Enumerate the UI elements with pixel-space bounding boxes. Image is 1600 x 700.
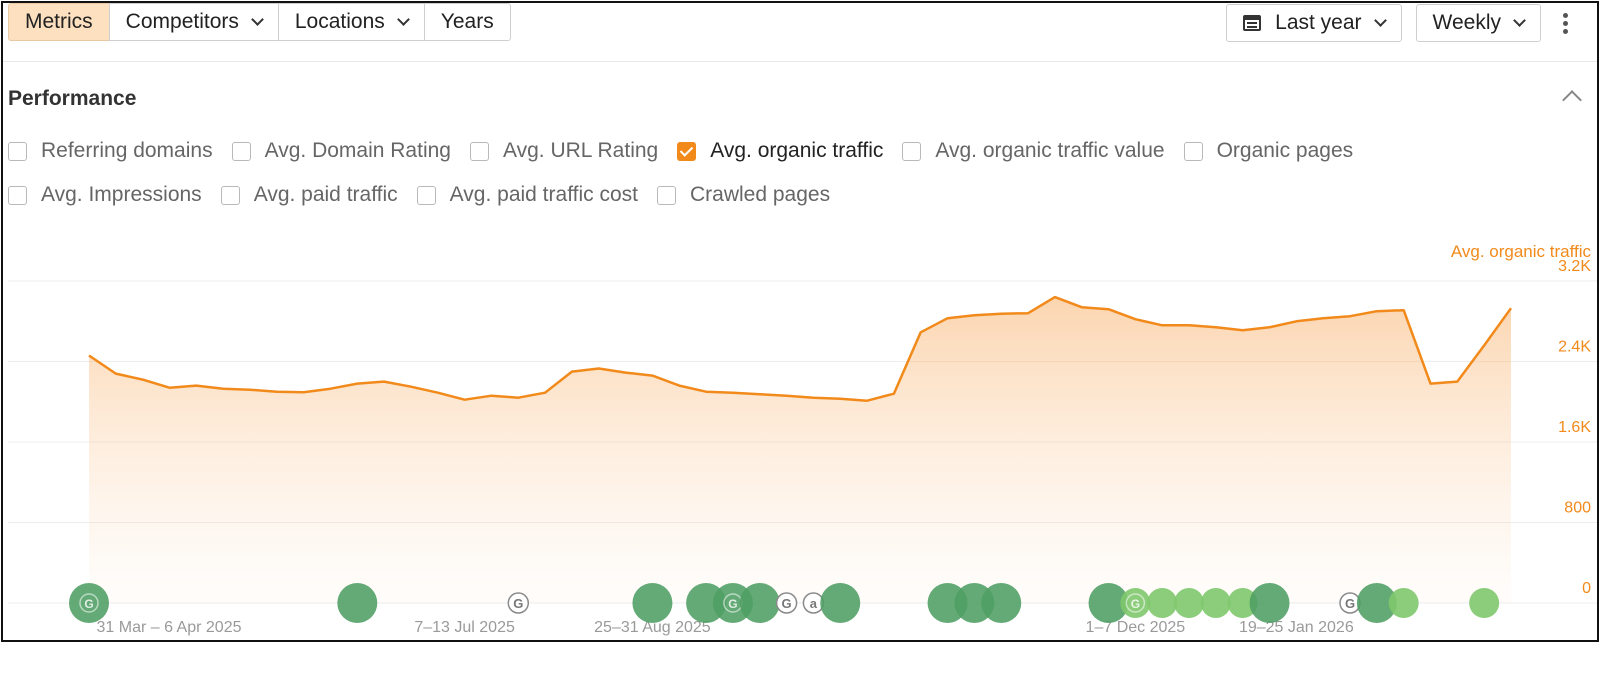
- checkbox[interactable]: [469, 141, 489, 161]
- marker-letter: G: [513, 596, 523, 611]
- metric-referring-domains[interactable]: Referring domains: [8, 139, 213, 163]
- metric-organic-pages[interactable]: Organic pages: [1183, 139, 1354, 163]
- metric-avg-organic-traffic-value[interactable]: Avg. organic traffic value: [902, 139, 1165, 163]
- metric-label: Avg. paid traffic cost: [449, 183, 638, 206]
- event-marker[interactable]: [739, 583, 780, 623]
- y-tick-label: 1.6K: [1558, 419, 1591, 436]
- checkbox[interactable]: [1183, 141, 1203, 161]
- checkbox[interactable]: [8, 185, 27, 205]
- metric-label: Avg. Domain Rating: [264, 139, 451, 162]
- event-marker[interactable]: [1388, 588, 1419, 618]
- y-tick-label: 0: [1582, 580, 1591, 597]
- date-range-label: Last year: [1275, 11, 1362, 34]
- event-marker[interactable]: [1469, 588, 1500, 618]
- metric-label: Avg. organic traffic value: [935, 139, 1165, 162]
- x-tick-label: 31 Mar – 6 Apr 2025: [97, 619, 242, 636]
- marker-letter: G: [1131, 597, 1140, 611]
- metric-label: Avg. URL Rating: [502, 139, 659, 162]
- tab-label: Competitors: [125, 10, 239, 33]
- tab-competitors[interactable]: Competitors: [108, 3, 279, 41]
- checkbox[interactable]: [220, 185, 240, 205]
- toolbar: Metrics Competitors Locations Years: [8, 3, 511, 43]
- event-marker[interactable]: G: [69, 583, 109, 623]
- event-marker[interactable]: [820, 583, 861, 623]
- metric-label: Referring domains: [41, 139, 213, 162]
- metrics-row-2: Avg. Impressions Avg. paid traffic Avg. …: [8, 183, 849, 207]
- x-tick-label: 25–31 Aug 2025: [594, 619, 711, 636]
- checkbox[interactable]: [657, 185, 676, 205]
- event-marker[interactable]: [1147, 588, 1178, 618]
- event-marker[interactable]: [1200, 588, 1231, 618]
- metric-label: Organic pages: [1216, 139, 1354, 162]
- metric-avg-url-rating[interactable]: Avg. URL Rating: [469, 139, 659, 163]
- metric-avg-paid-traffic[interactable]: Avg. paid traffic: [220, 183, 398, 207]
- checkbox-checked[interactable]: [677, 141, 697, 161]
- tab-label: Locations: [294, 10, 385, 33]
- metric-label: Crawled pages: [690, 183, 831, 206]
- event-marker[interactable]: [981, 583, 1022, 623]
- calendar-icon: [1243, 15, 1262, 31]
- y-axis-title: Avg. organic traffic: [1451, 242, 1592, 261]
- date-range-select[interactable]: Last year: [1226, 4, 1402, 42]
- metric-label: Avg. Impressions: [41, 183, 202, 206]
- metric-avg-organic-traffic[interactable]: Avg. organic traffic: [677, 139, 883, 163]
- event-marker[interactable]: G: [775, 592, 798, 614]
- checkbox[interactable]: [8, 141, 27, 161]
- tab-metrics[interactable]: Metrics: [8, 3, 110, 41]
- metric-crawled-pages[interactable]: Crawled pages: [657, 183, 830, 207]
- metric-avg-impressions[interactable]: Avg. Impressions: [8, 183, 202, 207]
- marker-letter: G: [84, 597, 93, 611]
- granularity-select[interactable]: Weekly: [1415, 4, 1541, 42]
- tab-label: Metrics: [25, 10, 93, 33]
- y-tick-label: 2.4K: [1558, 339, 1591, 356]
- granularity-label: Weekly: [1432, 11, 1501, 34]
- performance-panel: Metrics Competitors Locations Years Last…: [1, 1, 1599, 642]
- tab-label: Years: [440, 10, 494, 33]
- y-tick-label: 3.2K: [1558, 258, 1591, 275]
- metric-label: Avg. paid traffic: [253, 183, 398, 206]
- toolbar-right: Last year Weekly: [1226, 3, 1597, 43]
- event-marker[interactable]: [1249, 583, 1290, 623]
- kebab-menu-icon[interactable]: [1555, 8, 1575, 38]
- tab-locations[interactable]: Locations: [277, 3, 425, 41]
- event-marker[interactable]: [632, 583, 673, 623]
- divider: [3, 61, 1597, 62]
- checkbox[interactable]: [231, 141, 251, 161]
- x-tick-label: 7–13 Jul 2025: [414, 619, 515, 636]
- series-line[interactable]: [88, 295, 1513, 402]
- marker-letter: G: [728, 597, 737, 611]
- x-tick-label: 19–25 Jan 2026: [1239, 619, 1354, 636]
- y-tick-label: 800: [1564, 500, 1591, 517]
- metric-avg-paid-traffic-cost[interactable]: Avg. paid traffic cost: [416, 183, 638, 207]
- event-marker[interactable]: G: [507, 592, 530, 614]
- marker-letter: G: [782, 596, 792, 611]
- event-marker[interactable]: G: [1120, 588, 1151, 618]
- event-marker[interactable]: [1088, 583, 1129, 623]
- event-marker[interactable]: [1227, 588, 1258, 618]
- series-area: [89, 297, 1511, 603]
- x-tick-label: 1–7 Dec 2025: [1086, 619, 1186, 636]
- checkbox[interactable]: [416, 185, 436, 205]
- section-title: Performance: [8, 87, 137, 110]
- checkbox[interactable]: [902, 141, 922, 161]
- event-marker[interactable]: [1356, 583, 1397, 623]
- marker-letter: G: [1345, 596, 1355, 611]
- metrics-row-1: Referring domains Avg. Domain Rating Avg…: [8, 139, 1372, 163]
- event-marker[interactable]: [1174, 588, 1205, 618]
- metric-avg-domain-rating[interactable]: Avg. Domain Rating: [231, 139, 451, 163]
- organic-traffic-chart: 0 800 1.6K 2.4K 3.2K 31 Mar – 6 Apr 2025 7–13…: [8, 242, 1597, 636]
- tab-years[interactable]: Years: [423, 3, 511, 41]
- marker-letter: a: [810, 596, 818, 611]
- event-marker[interactable]: [337, 583, 378, 623]
- metric-label: Avg. organic traffic: [710, 139, 884, 162]
